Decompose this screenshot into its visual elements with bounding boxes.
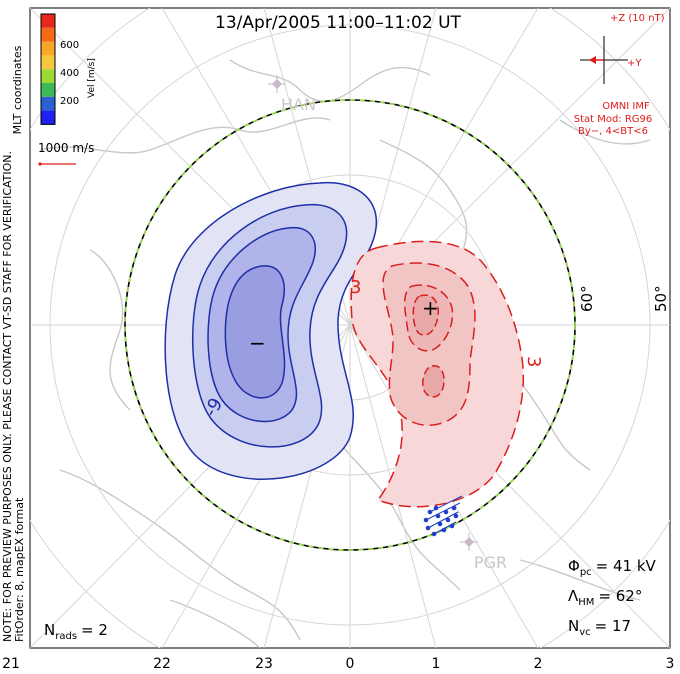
potential-max-marker: + (422, 296, 439, 320)
stat-lambda-hm: ΛHM = 62° (568, 587, 642, 608)
stat-lambda-subscript: HM (578, 597, 594, 608)
svg-text:Nvc= 17: Nvc = 17 (568, 617, 631, 638)
imf-y-label: +Y (627, 58, 642, 69)
stat-nrads-value: = 2 (81, 621, 108, 639)
station-han: HAN (268, 75, 316, 114)
stat-lambda-value: = 62° (598, 587, 642, 605)
colorbar-tick-400: 400 (60, 68, 79, 79)
mlt-label-2: 2 (534, 656, 543, 672)
velocity-scale-dot (38, 162, 42, 166)
stat-lambda-symbol: Λ (568, 587, 579, 605)
mlt-label-21: 21 (2, 656, 20, 672)
velocity-colorbar (40, 13, 56, 125)
neg-contour-4 (224, 265, 286, 399)
lat-label-60: 60° (578, 285, 596, 312)
imf-model-line1: Stat Mod: RG96 (574, 114, 653, 125)
imf-z-label: +Z (10 nT) (610, 13, 665, 24)
station-han-label: HAN (281, 95, 316, 114)
positive-cell (350, 240, 525, 508)
stat-nrads-subscript: rads (55, 631, 77, 642)
imf-model-line2: By−, 4<BT<6 (578, 126, 648, 137)
potential-min-marker: − (249, 331, 266, 355)
stat-nrads-symbol: N (44, 621, 55, 639)
stat-nvc: Nvc = 17 (568, 617, 631, 638)
hm-boundary-green (124, 99, 576, 551)
contour-label-pos-top: 3 (350, 277, 361, 298)
mlt-label-1: 1 (432, 656, 441, 672)
colorbar-tick-200: 200 (60, 96, 79, 107)
imf-dial (580, 36, 628, 84)
map-title: 13/Apr/2005 11:00–11:02 UT (215, 13, 461, 33)
colorbar-label: Vel [m/s] (87, 58, 97, 98)
coords-label: MLT coordinates (11, 45, 24, 134)
svg-text:Nrads= 2: Nrads = 2 (44, 621, 108, 642)
mlt-label-23: 23 (255, 656, 273, 672)
stat-nrads: Nrads = 2 (44, 621, 108, 642)
stat-nvc-value: = 17 (595, 617, 631, 635)
svg-text:ΛHM= 62°: ΛHM = 62° (568, 587, 642, 608)
mlt-label-0: 0 (346, 656, 355, 672)
pos-contour-4a (412, 294, 440, 336)
mlt-label-3: 3 (666, 656, 675, 672)
svg-text:Φpc= 41 kV: Φpc = 41 kV (568, 557, 657, 578)
velocity-scale-label: 1000 m/s (38, 141, 94, 155)
stat-phi-value: = 41 kV (596, 557, 657, 575)
negative-cell (164, 181, 378, 480)
preview-note: NOTE: FOR PREVIEW PURPOSES ONLY. PLEASE … (1, 151, 14, 642)
contour-label-pos-right: 3 (523, 356, 544, 367)
stat-phi-subscript: pc (580, 567, 592, 578)
stat-nvc-subscript: vc (579, 627, 590, 638)
fit-order-note: FitOrder: 8, mapEX format (13, 497, 26, 642)
stat-nvc-symbol: N (568, 617, 579, 635)
imf-source: OMNI IMF (602, 101, 650, 112)
colorbar-tick-600: 600 (60, 40, 79, 51)
station-pgr: PGR (460, 533, 507, 572)
stat-phi-pc: Φpc = 41 kV (568, 557, 657, 578)
station-pgr-label: PGR (474, 553, 507, 572)
mlt-label-22: 22 (153, 656, 171, 672)
velocity-vectors (423, 495, 463, 537)
stat-phi-symbol: Φ (568, 557, 580, 575)
pos-contour-4b (422, 365, 445, 398)
lat-label-50: 50° (652, 285, 670, 312)
mlt-axis: 21 22 23 0 1 2 3 (2, 656, 674, 672)
